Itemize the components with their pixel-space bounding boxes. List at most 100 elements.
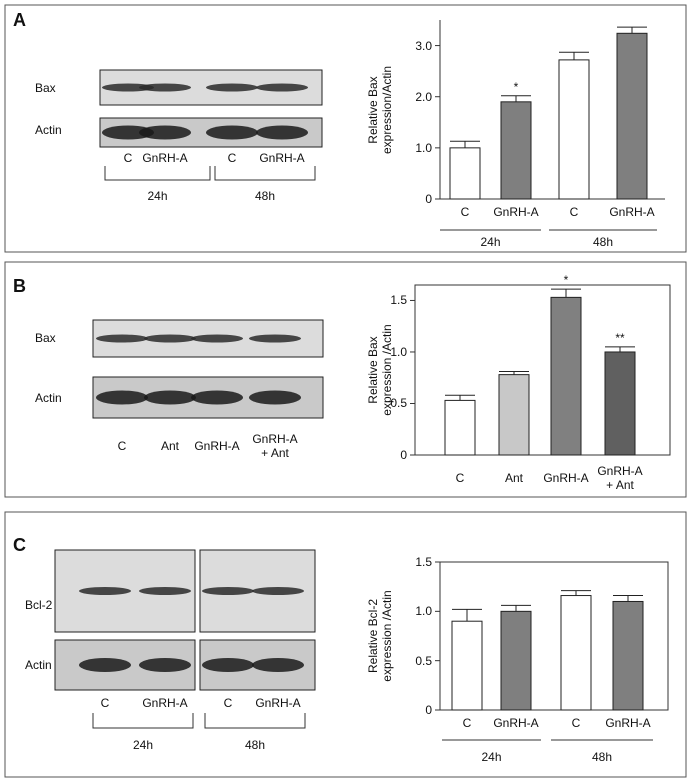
lane-label: GnRH-A — [259, 151, 305, 165]
y-tick-label: 0 — [400, 448, 407, 462]
blot-band — [256, 83, 308, 92]
x-tick-label: C — [569, 205, 579, 219]
panel-letter: A — [13, 10, 26, 30]
blot-row-label: Bax — [35, 331, 56, 345]
bar — [449, 147, 481, 200]
blot-band — [206, 125, 258, 140]
panel-frame — [4, 511, 687, 778]
blot-band — [202, 658, 254, 672]
blot-band — [249, 390, 301, 405]
panel-frame — [4, 4, 687, 253]
blot-band — [206, 83, 258, 92]
y-tick-label: 1.0 — [415, 140, 432, 155]
bar — [612, 600, 644, 711]
x-tick-label: GnRH-A — [493, 205, 539, 219]
y-tick-label: 0 — [425, 703, 432, 717]
group-label: 48h — [591, 750, 613, 764]
x-tick-label: C — [462, 716, 472, 730]
x-tick-label: GnRH-A — [605, 716, 651, 730]
group-label: 48h — [592, 235, 614, 249]
blot-band — [256, 125, 308, 140]
bar — [444, 399, 476, 456]
bar — [451, 620, 483, 711]
y-tick-label: 3.0 — [415, 38, 432, 53]
group-label: 48h — [254, 189, 276, 203]
bar — [558, 59, 590, 200]
x-tick-label: GnRH-A — [543, 471, 589, 485]
group-bracket — [214, 166, 316, 181]
y-tick-label: 1.0 — [415, 604, 432, 619]
lane-label: GnRH-A — [142, 151, 188, 165]
blot-band — [252, 587, 304, 595]
plot-frame — [439, 561, 669, 711]
blot-band — [139, 125, 191, 140]
blot-band — [249, 334, 301, 343]
group-label: 24h — [481, 750, 502, 764]
plot-frame — [414, 284, 671, 456]
y-tick-label: 1.5 — [390, 293, 407, 308]
x-tick-label: C — [460, 205, 470, 219]
y-axis-label: Relative Bax expression/Actin — [366, 65, 394, 154]
lane-label: C — [227, 151, 237, 165]
blot-band — [139, 658, 191, 672]
blot-band — [144, 334, 196, 343]
significance-mark: ** — [615, 330, 625, 345]
panel-letter: C — [13, 535, 26, 555]
x-tick-label: GnRH-A + Ant — [597, 464, 643, 492]
blot-band — [191, 390, 243, 405]
bar — [616, 32, 648, 200]
bar — [500, 101, 532, 200]
lane-label: C — [117, 439, 127, 453]
y-axis-label: Relative Bax expression /Actin — [366, 324, 394, 416]
blot-band — [252, 658, 304, 672]
blot-band — [102, 83, 154, 92]
lane-label: GnRH-A — [255, 696, 301, 710]
bar — [550, 296, 582, 456]
blot-band — [96, 390, 148, 405]
blot-band — [144, 390, 196, 405]
blot-row-label: Actin — [35, 123, 62, 137]
blot-band — [139, 587, 191, 595]
panel-frame — [4, 261, 687, 498]
y-tick-label: 1.5 — [415, 555, 432, 569]
group-bracket — [104, 166, 211, 181]
y-tick-label: 0.5 — [415, 653, 432, 668]
lane-label: C — [123, 151, 133, 165]
group-label: 24h — [147, 189, 168, 203]
x-tick-label: GnRH-A — [609, 205, 655, 219]
blot-row-label: Actin — [35, 391, 62, 405]
bar — [604, 351, 636, 456]
group-label: 24h — [480, 235, 501, 249]
blot-band — [102, 125, 154, 140]
lane-label: GnRH-A — [194, 439, 240, 453]
blot-row-label: Actin — [25, 658, 52, 672]
group-bracket — [204, 713, 306, 729]
group-bracket — [92, 713, 194, 729]
significance-mark: * — [563, 273, 569, 288]
lane-label: GnRH-A — [142, 696, 188, 710]
lane-label: Ant — [160, 439, 179, 453]
y-tick-label: 0.5 — [390, 396, 407, 411]
blot-row-label: Bcl-2 — [25, 598, 53, 612]
group-label: 24h — [132, 738, 154, 752]
bar — [560, 595, 592, 711]
bar — [500, 610, 532, 711]
bar — [498, 374, 530, 456]
blot-band — [139, 83, 191, 92]
x-tick-label: Ant — [504, 471, 523, 485]
blot-band — [79, 658, 131, 672]
y-tick-label: 0 — [425, 192, 432, 206]
y-tick-label: 2.0 — [415, 89, 432, 104]
group-label: 48h — [244, 738, 266, 752]
lane-label: GnRH-A + Ant — [252, 432, 298, 460]
x-tick-label: C — [571, 716, 581, 730]
y-axis-label: Relative Bcl-2 expression /Actin — [366, 590, 394, 682]
blot-band — [79, 587, 131, 595]
blot-band — [191, 334, 243, 343]
panel-letter: B — [13, 276, 26, 296]
lane-label: C — [223, 696, 233, 710]
lane-label: C — [100, 696, 110, 710]
y-tick-label: 1.0 — [390, 344, 407, 359]
